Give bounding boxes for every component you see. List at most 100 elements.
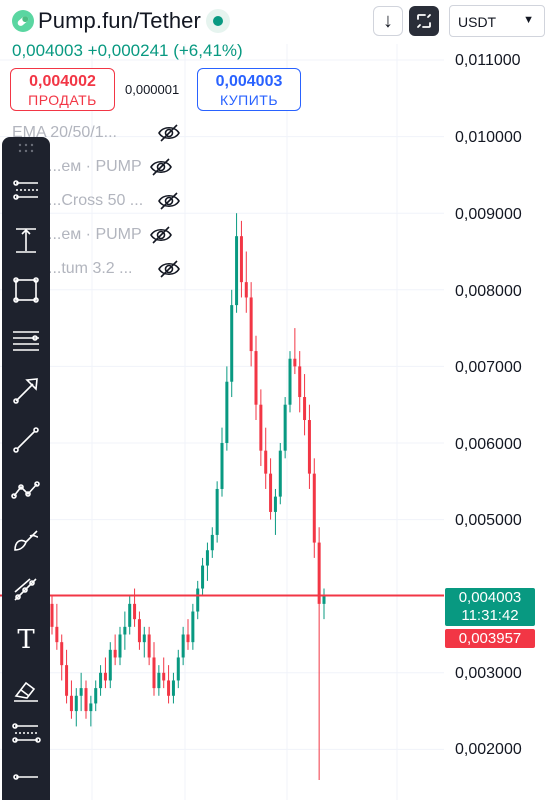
candle-body xyxy=(225,381,229,443)
candle-body xyxy=(288,358,292,405)
y-axis-label: 0,009000 xyxy=(455,206,522,223)
drawing-toolbar: T xyxy=(2,137,50,800)
currency-value: USDT xyxy=(458,14,497,30)
candle-body xyxy=(79,688,83,696)
indicator-label: ...tum 3.2 ... xyxy=(48,260,133,277)
candle-body xyxy=(210,534,214,551)
candle-body xyxy=(69,695,73,712)
zigzag-icon xyxy=(11,481,40,499)
eraser-tool[interactable] xyxy=(8,672,44,708)
candle-body xyxy=(157,672,161,689)
candle-body xyxy=(94,688,98,704)
text-tool[interactable]: T xyxy=(8,622,44,658)
sell-price: 0,004002 xyxy=(29,73,96,90)
candle-body xyxy=(60,642,64,666)
text-tool-icon: T xyxy=(17,625,35,655)
candle-body xyxy=(298,366,302,398)
last-price: 0,004003 xyxy=(12,41,83,60)
candle-body xyxy=(171,680,175,696)
multi-line-tool[interactable] xyxy=(8,172,44,208)
candle-body xyxy=(244,282,248,298)
candle-body xyxy=(307,420,311,474)
eye-off-icon[interactable] xyxy=(150,226,172,244)
indicator-row[interactable]: ...Cross 50 ... xyxy=(12,190,184,212)
arrow-tool[interactable] xyxy=(8,372,44,408)
last-price-tag-value: 0,004003 xyxy=(458,589,522,606)
candle-body xyxy=(186,634,190,643)
candle-body xyxy=(103,672,107,681)
rectangle-icon xyxy=(13,277,39,303)
eye-off-icon[interactable] xyxy=(158,260,180,278)
candle-body xyxy=(312,473,316,543)
vertical-measure-tool[interactable] xyxy=(8,222,44,258)
candle-body xyxy=(196,588,200,612)
candle-body xyxy=(201,565,205,589)
candle-body xyxy=(152,657,156,689)
indicator-row[interactable]: ...ем · PUMP xyxy=(12,156,184,178)
drag-handle-icon[interactable] xyxy=(18,143,34,153)
currency-select[interactable]: USDT ▼ xyxy=(449,5,545,37)
indicator-row[interactable]: EMA 20/50/1... xyxy=(12,122,184,144)
indicator-row[interactable]: ...ем · PUMP xyxy=(12,224,184,246)
bar-countdown: 11:31:42 xyxy=(461,607,519,624)
indicator-label: ...Cross 50 ... xyxy=(48,192,144,209)
ruler-tool[interactable] xyxy=(8,715,44,751)
y-axis-label: 0,007000 xyxy=(455,359,522,376)
candle-body xyxy=(74,695,78,712)
header: Pump.fun/Tether ↓ USDT ▼ xyxy=(0,0,552,44)
sell-button[interactable]: 0,004002 ПРОДАТЬ xyxy=(10,68,115,111)
arrow-icon xyxy=(13,378,38,404)
candle-body xyxy=(55,626,59,643)
horizontal-line-icon xyxy=(13,774,38,780)
horizontal-line-tool[interactable] xyxy=(8,759,44,795)
candle-body xyxy=(254,351,258,405)
brush-tool[interactable] xyxy=(8,522,44,558)
arrow-down-icon: ↓ xyxy=(383,9,393,32)
candle-body xyxy=(191,611,195,643)
last-price-tag: 0,004003 11:31:42 xyxy=(445,588,535,626)
price-change: +0,000241 xyxy=(87,41,169,60)
brush-icon xyxy=(14,530,39,551)
candle-body xyxy=(167,680,171,696)
candle-body xyxy=(293,358,297,367)
candle-body xyxy=(220,443,224,489)
multi-line-icon xyxy=(13,180,38,200)
candle-body xyxy=(133,603,137,620)
pump-logo-icon xyxy=(12,10,34,32)
ruler-icon xyxy=(12,723,41,743)
candle-body xyxy=(147,634,151,658)
crossing-lines-tool[interactable] xyxy=(8,572,44,608)
eye-off-icon[interactable] xyxy=(158,124,180,142)
symbol-title[interactable]: Pump.fun/Tether xyxy=(38,8,201,33)
candle-body xyxy=(259,404,263,451)
candle-body xyxy=(283,404,287,451)
chevron-down-icon: ▼ xyxy=(523,14,534,26)
parallel-channel-tool[interactable] xyxy=(8,322,44,358)
candle-body xyxy=(113,649,117,658)
candle-body xyxy=(322,596,326,604)
fullscreen-button[interactable] xyxy=(409,6,439,36)
candle-body xyxy=(269,473,273,512)
candle-body xyxy=(235,236,239,306)
candle-body xyxy=(108,649,112,681)
indicator-row[interactable]: ...tum 3.2 ... xyxy=(12,258,184,280)
candle-body xyxy=(162,672,166,681)
indicator-label: ...ем · PUMP xyxy=(48,158,142,175)
price-change-percent: (+6,41%) xyxy=(173,41,243,60)
y-axis-label: 0,006000 xyxy=(455,436,522,453)
candle-body xyxy=(264,450,268,474)
candle-body xyxy=(176,657,180,681)
arrow-down-button[interactable]: ↓ xyxy=(373,6,403,36)
trend-line-tool[interactable] xyxy=(8,422,44,458)
market-status-icon[interactable] xyxy=(206,9,230,33)
y-axis-label: 0,010000 xyxy=(455,129,522,146)
y-axis-label: 0,005000 xyxy=(455,512,522,529)
candle-body xyxy=(273,496,277,512)
buy-button[interactable]: 0,004003 КУПИТЬ xyxy=(197,68,301,111)
zigzag-tool[interactable] xyxy=(8,472,44,508)
vertical-measure-icon xyxy=(16,228,36,253)
eye-off-icon[interactable] xyxy=(150,158,172,176)
rectangle-tool[interactable] xyxy=(8,272,44,308)
eye-off-icon[interactable] xyxy=(158,192,180,210)
